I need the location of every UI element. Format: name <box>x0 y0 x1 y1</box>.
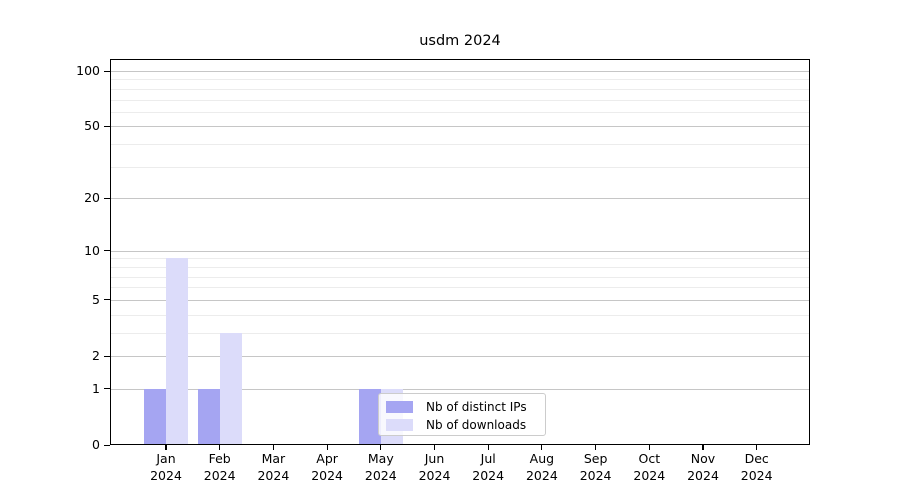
x-tick-mark <box>648 445 650 450</box>
minor-gridline <box>111 266 809 268</box>
x-tick-year: 2024 <box>257 467 290 483</box>
legend-item-distinct-ips: Nb of distinct IPs <box>379 398 545 416</box>
y-tick-mark <box>104 299 110 301</box>
bar-downloads <box>219 332 242 445</box>
x-tick-label: Feb 2024 <box>190 451 250 484</box>
x-tick-mark <box>702 445 704 450</box>
y-tick-mark <box>104 250 110 252</box>
x-tick-label: Dec 2024 <box>727 451 787 484</box>
minor-gridline <box>111 287 809 289</box>
major-gridline <box>111 388 809 390</box>
x-tick-year: 2024 <box>579 467 612 483</box>
minor-gridline <box>111 111 809 113</box>
y-tick-mark <box>104 197 110 199</box>
x-tick-label: Jul 2024 <box>458 451 518 484</box>
legend-swatch-downloads-icon <box>386 419 413 431</box>
x-tick-mark <box>380 445 382 450</box>
y-tick-label: 50 <box>84 118 100 134</box>
x-tick-mark <box>433 445 436 450</box>
minor-gridline <box>111 99 809 101</box>
x-tick-mark <box>326 445 328 450</box>
x-tick-year: 2024 <box>311 467 343 483</box>
bar-distinct-ips <box>197 388 220 445</box>
y-tick-label: 2 <box>92 348 100 363</box>
bar-downloads <box>166 258 188 445</box>
y-tick-mark <box>104 444 110 446</box>
major-gridline <box>111 250 809 252</box>
x-tick-mark <box>756 445 758 450</box>
x-tick-mark <box>165 445 167 450</box>
x-tick-label: Sep 2024 <box>566 451 626 484</box>
legend-item-downloads: Nb of downloads <box>379 416 545 434</box>
x-tick-label: Jan 2024 <box>136 451 196 484</box>
x-tick-month: Mar <box>261 451 286 466</box>
minor-gridline <box>111 314 809 316</box>
x-tick-month: Feb <box>208 451 231 466</box>
x-tick-month: Oct <box>638 451 661 466</box>
x-tick-month: Sep <box>583 451 608 466</box>
x-tick-year: 2024 <box>418 467 451 483</box>
x-tick-month: Jul <box>480 451 496 466</box>
x-tick-month: Aug <box>529 451 555 466</box>
x-tick-year: 2024 <box>740 467 773 483</box>
x-tick-year: 2024 <box>633 467 666 483</box>
y-tick-mark <box>104 70 110 72</box>
x-tick-label: Aug 2024 <box>512 451 572 484</box>
major-gridline <box>111 126 809 128</box>
legend: Nb of distinct IPs Nb of downloads <box>378 393 546 436</box>
x-tick-month: Nov <box>690 451 716 466</box>
minor-gridline <box>111 166 809 168</box>
y-tick-label: 20 <box>84 190 100 206</box>
major-gridline <box>111 299 809 301</box>
x-tick-mark <box>595 445 597 450</box>
x-tick-label: Oct 2024 <box>619 451 679 484</box>
x-tick-label: Mar 2024 <box>243 451 303 484</box>
x-tick-year: 2024 <box>525 467 558 483</box>
y-tick-mark <box>104 355 110 357</box>
plot-area-border <box>110 59 810 445</box>
x-tick-mark <box>272 445 274 450</box>
minor-gridline <box>111 258 809 260</box>
chart-title: usdm 2024 <box>419 33 501 49</box>
y-tick-label: 0 <box>92 437 100 452</box>
x-tick-label: Jun 2024 <box>405 451 465 484</box>
minor-gridline <box>111 276 809 278</box>
y-tick-label: 1 <box>92 380 100 396</box>
legend-label-downloads: Nb of downloads <box>426 418 527 432</box>
bar-distinct-ips <box>144 388 166 445</box>
x-tick-month: Jun <box>424 451 445 466</box>
x-tick-year: 2024 <box>472 467 505 483</box>
x-tick-month: Dec <box>744 451 769 466</box>
legend-label-distinct-ips: Nb of distinct IPs <box>426 400 527 414</box>
minor-gridline <box>111 332 809 334</box>
major-gridline <box>111 71 809 72</box>
x-tick-month: Apr <box>316 451 338 466</box>
y-tick-mark <box>104 388 110 390</box>
x-tick-label: Nov 2024 <box>673 451 733 484</box>
x-tick-year: 2024 <box>364 467 397 483</box>
x-tick-year: 2024 <box>150 467 182 483</box>
minor-gridline <box>111 88 809 90</box>
major-gridline <box>111 356 809 357</box>
minor-gridline <box>111 144 809 146</box>
x-tick-month: Jan <box>156 451 176 466</box>
x-tick-mark <box>541 445 543 450</box>
bar-distinct-ips <box>358 388 381 445</box>
x-tick-mark <box>487 445 489 450</box>
x-tick-year: 2024 <box>203 467 236 483</box>
y-tick-label: 5 <box>92 291 100 307</box>
x-tick-mark <box>219 445 221 450</box>
x-tick-year: 2024 <box>687 467 719 483</box>
y-tick-label: 100 <box>76 63 100 78</box>
minor-gridline <box>111 79 809 81</box>
major-gridline <box>111 198 809 200</box>
y-tick-mark <box>104 125 110 128</box>
legend-swatch-distinct-ips-icon <box>386 401 413 413</box>
x-tick-month: May <box>367 451 394 466</box>
y-tick-label: 10 <box>84 242 100 258</box>
x-tick-label: May 2024 <box>351 451 411 484</box>
x-tick-label: Apr 2024 <box>297 451 357 484</box>
